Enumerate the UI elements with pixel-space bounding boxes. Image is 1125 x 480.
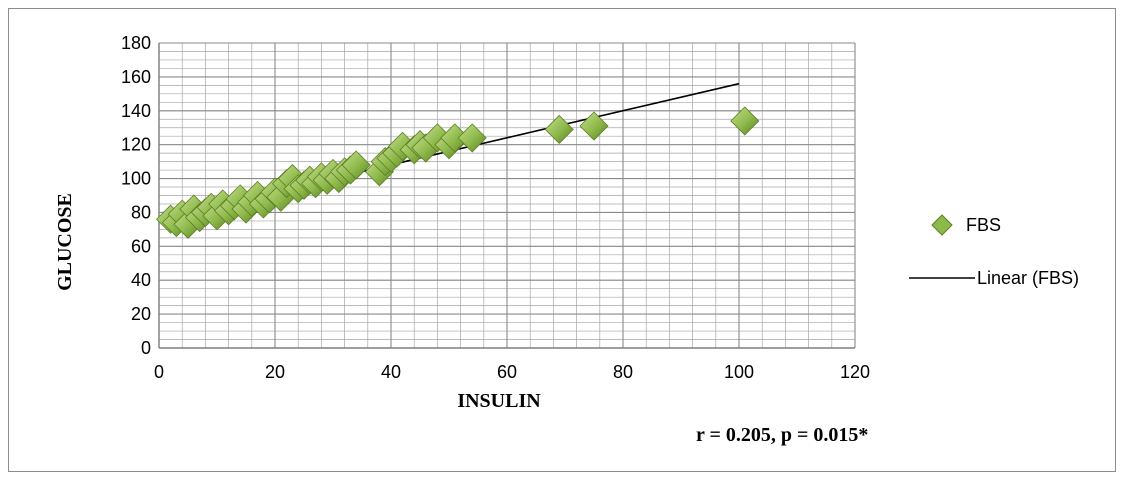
y-tick-label: 60 bbox=[131, 236, 151, 256]
data-point bbox=[730, 106, 760, 136]
y-tick-label: 80 bbox=[131, 202, 151, 222]
legend-marker-fbs bbox=[931, 214, 953, 236]
y-tick-label: 140 bbox=[121, 101, 151, 121]
scatter-chart: 0 20 40 60 80 100 120 0 20 40 60 80 100 120 140 160 180… bbox=[54, 33, 1079, 446]
y-tick-label: 160 bbox=[121, 67, 151, 87]
x-tick-label: 20 bbox=[265, 362, 285, 382]
correlation-annotation: r = 0.205, p = 0.015* bbox=[696, 424, 868, 446]
y-tick-label: 40 bbox=[131, 270, 151, 290]
axes bbox=[158, 43, 855, 349]
data-points bbox=[156, 106, 760, 239]
data-point bbox=[457, 123, 487, 153]
data-point bbox=[544, 114, 574, 144]
x-tick-label: 40 bbox=[381, 362, 401, 382]
x-tick-labels: 0 20 40 60 80 100 120 bbox=[154, 362, 870, 382]
x-tick-label: 100 bbox=[724, 362, 754, 382]
legend-label-linear: Linear (FBS) bbox=[977, 268, 1079, 288]
x-tick-label: 60 bbox=[497, 362, 517, 382]
y-tick-label: 120 bbox=[121, 135, 151, 155]
y-axis-title: GLUCOSE bbox=[54, 193, 76, 291]
data-point bbox=[579, 111, 609, 141]
x-tick-label: 120 bbox=[840, 362, 870, 382]
legend: FBS Linear (FBS) bbox=[909, 214, 1079, 288]
x-axis-title: INSULIN bbox=[457, 390, 541, 412]
x-tick-label: 0 bbox=[154, 362, 164, 382]
legend-label-fbs: FBS bbox=[966, 215, 1001, 235]
x-tick-label: 80 bbox=[613, 362, 633, 382]
y-tick-labels: 0 20 40 60 80 100 120 140 160 180 bbox=[121, 33, 151, 358]
y-tick-label: 0 bbox=[141, 338, 151, 358]
y-tick-label: 100 bbox=[121, 169, 151, 189]
chart-frame: 0 20 40 60 80 100 120 0 20 40 60 80 100 120 140 160 180… bbox=[8, 8, 1116, 472]
y-tick-label: 180 bbox=[121, 33, 151, 53]
y-tick-label: 20 bbox=[131, 304, 151, 324]
data-point bbox=[341, 150, 371, 180]
